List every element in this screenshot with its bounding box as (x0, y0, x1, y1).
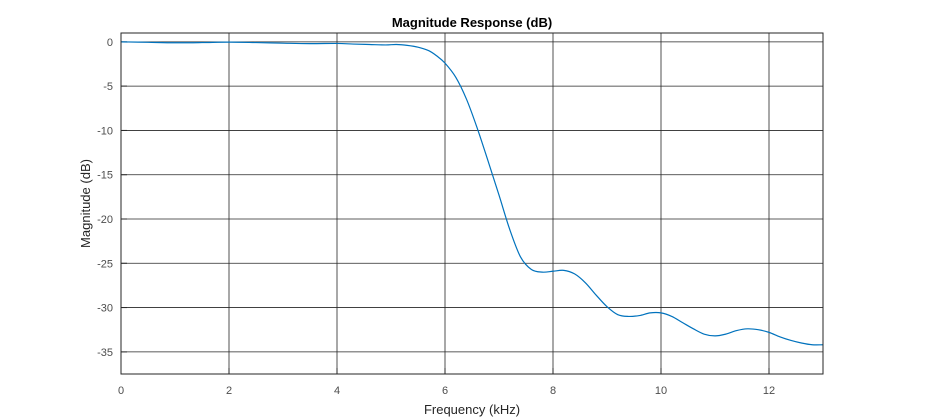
y-tick-label: -15 (97, 170, 113, 182)
y-tick-label: -25 (97, 258, 113, 270)
x-tick-label: 4 (334, 385, 340, 397)
y-axis-label: Magnitude (dB) (78, 159, 93, 248)
y-tick-label: -35 (97, 347, 113, 359)
magnitude-line (120, 41, 824, 346)
chart-title: Magnitude Response (dB) (392, 15, 552, 30)
x-tick-labels: 0 2 4 6 8 10 12 (118, 385, 775, 397)
y-tick-label: 0 (107, 37, 113, 49)
y-tick-label: -30 (97, 303, 113, 315)
grid-lines (120, 33, 823, 374)
axes-background (121, 33, 823, 374)
y-tick-label: -5 (103, 81, 113, 93)
x-axis-label: Frequency (kHz) (424, 402, 520, 417)
y-tick-label: -20 (97, 214, 113, 226)
y-tick-labels: 0 -5 -10 -15 -20 -25 -30 -35 (97, 37, 113, 359)
axes-box (120, 32, 824, 375)
x-tick-label: 12 (763, 385, 775, 397)
x-tick-label: 2 (226, 385, 232, 397)
x-tick-label: 6 (442, 385, 448, 397)
x-tick-label: 10 (655, 385, 667, 397)
x-tick-label: 0 (118, 385, 124, 397)
y-tick-label: -10 (97, 125, 113, 137)
x-tick-label: 8 (550, 385, 556, 397)
